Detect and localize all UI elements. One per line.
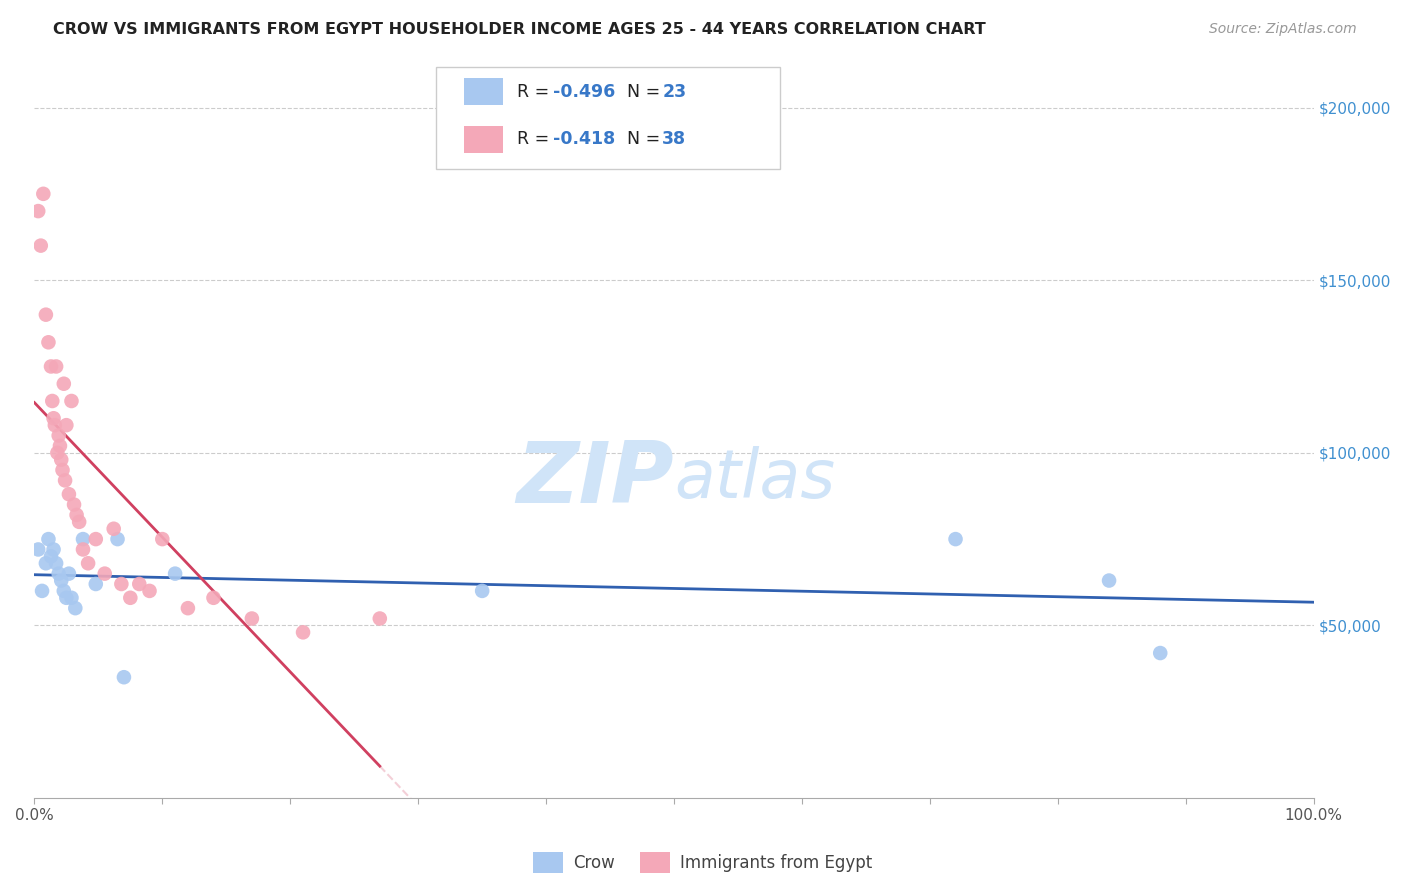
Point [41,394,63,409]
Point [35,556,58,570]
Point [471,583,494,598]
Point [45,556,67,570]
Text: N =: N = [627,83,666,101]
Text: 38: 38 [662,130,686,148]
Text: atlas: atlas [673,446,835,512]
Point [45,359,67,374]
Point [58,566,80,581]
Point [110,577,132,591]
Point [65,508,87,522]
Text: N =: N = [627,130,666,148]
Point [27,204,49,219]
Point [55,418,77,433]
Point [49,439,72,453]
Point [1098,574,1121,588]
Point [35,308,58,322]
Text: CROW VS IMMIGRANTS FROM EGYPT HOUSEHOLDER INCOME AGES 25 - 44 YEARS CORRELATION : CROW VS IMMIGRANTS FROM EGYPT HOUSEHOLDE… [53,22,986,37]
Point [292,625,315,640]
Point [107,532,129,546]
Point [30,238,52,252]
Point [51,463,73,477]
Point [240,611,263,625]
Point [44,418,66,433]
Point [112,670,135,684]
Point [48,566,70,581]
Point [1149,646,1171,660]
Point [55,591,77,605]
Point [37,532,59,546]
Point [945,532,967,546]
Point [48,428,70,442]
Point [39,549,62,564]
Point [51,452,73,467]
Point [37,335,59,350]
Point [42,542,65,557]
Text: -0.418: -0.418 [553,130,614,148]
Point [32,186,55,201]
Legend: Crow, Immigrants from Egypt: Crow, Immigrants from Egypt [527,846,879,880]
Point [31,583,53,598]
Point [120,591,142,605]
Point [77,556,100,570]
Point [128,577,150,591]
Text: 23: 23 [662,83,686,101]
Point [84,532,107,546]
Point [60,591,83,605]
Text: R =: R = [517,83,555,101]
Point [202,591,225,605]
Text: ZIP: ZIP [516,438,673,521]
Point [138,583,160,598]
Point [46,446,69,460]
Point [51,574,73,588]
Point [27,542,49,557]
Point [368,611,391,625]
Point [58,487,80,501]
Point [72,542,94,557]
Point [67,515,90,529]
Point [93,566,115,581]
Text: R =: R = [517,130,555,148]
Point [150,532,173,546]
Point [72,532,94,546]
Point [177,601,200,615]
Point [39,359,62,374]
Text: Source: ZipAtlas.com: Source: ZipAtlas.com [1209,22,1357,37]
Point [103,522,125,536]
Point [165,566,187,581]
Point [53,474,76,488]
Point [84,577,107,591]
Text: -0.496: -0.496 [553,83,614,101]
Point [52,583,75,598]
Point [60,394,83,409]
Point [63,498,86,512]
Point [42,411,65,425]
Point [65,601,87,615]
Point [52,376,75,391]
